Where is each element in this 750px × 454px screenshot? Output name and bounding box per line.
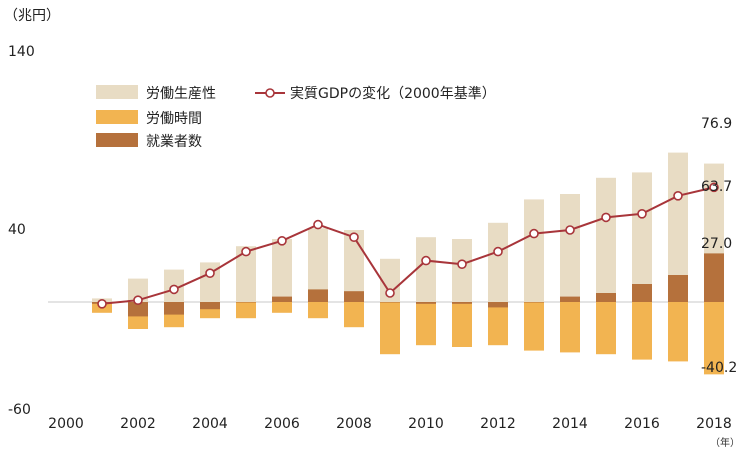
bar-productivity <box>560 194 580 302</box>
bar-employment <box>344 291 364 302</box>
gdp-point <box>637 209 647 219</box>
bar-hours <box>416 302 436 346</box>
legend-swatch-productivity <box>96 85 138 99</box>
legend-swatch-hours <box>96 110 138 124</box>
gdp-point <box>349 232 359 242</box>
x-tick-label: 2016 <box>624 416 660 432</box>
bar-hours <box>524 302 544 351</box>
x-tick-label: 2002 <box>120 416 156 432</box>
bar-productivity <box>596 177 616 302</box>
legend-swatch-gdp-marker <box>265 88 275 98</box>
bar-employment <box>272 296 292 302</box>
data-label-productivity: 76.9 <box>701 116 732 132</box>
data-label-hours: -40.2 <box>701 360 737 376</box>
x-tick-label: 2014 <box>552 416 588 432</box>
bar-productivity <box>668 152 688 302</box>
gdp-point <box>97 298 107 309</box>
bar-employment <box>524 302 544 303</box>
bar-hours <box>560 302 580 353</box>
x-tick-label: 2018 <box>696 416 732 432</box>
x-tick-label: 2012 <box>480 416 516 432</box>
legend-label-gdp: 実質GDPの変化（2000年基準） <box>290 85 496 102</box>
data-label-gdp: 63.7 <box>701 179 732 195</box>
gdp-point <box>133 295 143 306</box>
bar-employment <box>128 302 148 317</box>
bar-hours <box>380 302 400 355</box>
gdp-point <box>565 225 575 235</box>
gdp-series-line <box>101 186 715 305</box>
bar-productivity <box>308 228 328 302</box>
bar-employment <box>308 289 328 302</box>
bar-employment <box>452 302 472 304</box>
bars-group <box>92 152 724 375</box>
bar-hours <box>452 302 472 347</box>
bar-employment <box>632 284 652 302</box>
bar-employment <box>236 302 256 303</box>
bar-hours <box>632 302 652 360</box>
gdp-point <box>277 236 287 246</box>
x-ticks-group: 2000 2002 2004 2006 2008 2010 2012 2014 2016 2018 <box>48 416 732 432</box>
gdp-point <box>205 268 215 279</box>
bar-hours <box>272 302 292 313</box>
gdp-point <box>493 246 503 257</box>
bar-productivity <box>380 258 400 302</box>
x-tick-label: 2004 <box>192 416 228 432</box>
bar-hours <box>704 302 724 375</box>
bar-employment <box>704 253 724 302</box>
gdp-point <box>169 284 179 295</box>
x-tick-label: 2000 <box>48 416 84 432</box>
bar-employment <box>164 302 184 315</box>
bar-productivity <box>272 239 292 302</box>
bar-employment <box>668 275 688 302</box>
bar-employment <box>200 302 220 310</box>
x-tick-label: 2006 <box>264 416 300 432</box>
legend-label-employment: 就業者数 <box>146 134 202 150</box>
y-tick-label: 140 <box>8 44 35 60</box>
x-axis-unit: （年） <box>710 436 740 449</box>
data-label-employment: 27.0 <box>701 236 732 252</box>
y-tick-label: -60 <box>8 402 31 418</box>
bar-employment <box>416 302 436 304</box>
gdp-point <box>709 182 719 193</box>
bar-employment <box>596 293 616 302</box>
bar-employment <box>560 296 580 302</box>
x-tick-label: 2008 <box>336 416 372 432</box>
bar-productivity <box>236 246 256 302</box>
bar-productivity <box>488 222 508 302</box>
gdp-point <box>313 219 323 230</box>
bar-productivity <box>128 278 148 302</box>
legend-label-productivity: 労働生産性 <box>146 86 216 102</box>
bar-productivity <box>632 172 652 302</box>
y-tick-label: 40 <box>8 222 26 238</box>
bar-hours <box>596 302 616 355</box>
bar-employment <box>488 302 508 308</box>
gdp-point <box>421 255 431 266</box>
gdp-points-group <box>97 182 719 309</box>
legend-label-hours: 労働時間 <box>146 111 202 127</box>
legend: 労働生産性 実質GDPの変化（2000年基準） 労働時間 就業者数 <box>96 85 496 150</box>
bar-productivity <box>200 262 220 302</box>
bar-employment <box>380 302 400 303</box>
x-tick-label: 2010 <box>408 416 444 432</box>
gdp-point <box>241 246 251 257</box>
legend-swatch-employment <box>96 133 138 147</box>
bar-hours <box>488 302 508 346</box>
bar-productivity <box>344 230 364 302</box>
bar-hours <box>308 302 328 319</box>
y-axis-unit: （兆円） <box>4 8 60 24</box>
bar-productivity <box>524 199 544 302</box>
bar-productivity <box>452 239 472 302</box>
gdp-point <box>529 228 539 239</box>
gdp-point <box>385 288 395 298</box>
bar-productivity <box>416 237 436 302</box>
gdp-point <box>673 191 683 201</box>
bar-hours <box>668 302 688 362</box>
gdp-point <box>601 212 611 223</box>
bar-hours <box>236 302 256 319</box>
bar-hours <box>344 302 364 328</box>
gdp-point <box>457 259 467 270</box>
